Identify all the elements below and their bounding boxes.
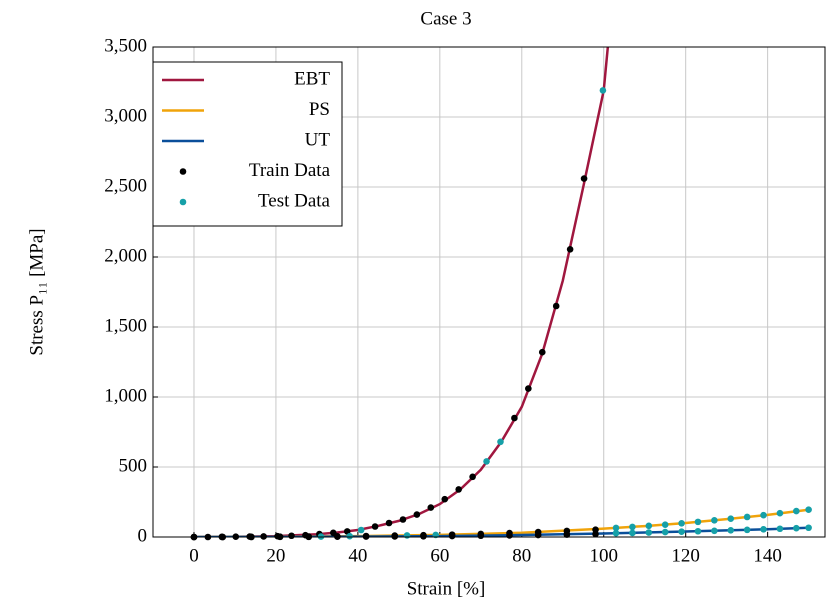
data-point	[525, 385, 532, 392]
data-point	[592, 530, 599, 538]
data-point	[403, 532, 411, 539]
data-point	[427, 504, 435, 511]
data-point	[357, 526, 365, 534]
x-tick-label: 80	[512, 545, 531, 566]
data-point	[645, 522, 653, 530]
data-point	[629, 523, 636, 531]
x-tick-label: 60	[430, 545, 449, 566]
data-point	[612, 524, 620, 532]
data-point	[805, 524, 812, 532]
data-point	[346, 532, 353, 540]
legend-dot	[179, 198, 187, 206]
data-point	[506, 532, 513, 539]
data-point	[711, 517, 718, 524]
data-point	[455, 486, 462, 493]
data-point	[420, 533, 427, 540]
data-point	[645, 529, 653, 536]
chart-title: Case 3	[420, 8, 471, 29]
data-point	[711, 527, 718, 535]
data-point	[260, 533, 267, 540]
y-tick-label: 500	[119, 455, 148, 476]
y-tick-label: 0	[138, 525, 148, 546]
y-tick-label: 1,000	[104, 385, 147, 406]
data-point	[385, 519, 393, 527]
data-point	[612, 529, 620, 537]
data-point	[760, 511, 767, 519]
data-point	[448, 532, 456, 540]
x-tick-label: 20	[266, 545, 285, 566]
data-point	[743, 526, 751, 534]
data-point	[371, 523, 379, 530]
data-point	[441, 495, 449, 503]
x-tick-label: 0	[189, 545, 199, 566]
data-point	[776, 525, 784, 533]
data-point	[743, 513, 751, 521]
x-axis-label: Strain [%]	[407, 578, 486, 599]
legend-label: UT	[305, 129, 331, 150]
y-tick-label: 3,500	[104, 35, 147, 56]
data-point	[566, 246, 574, 253]
data-point	[497, 438, 504, 446]
data-point	[694, 527, 702, 535]
y-tick-label: 1,500	[104, 315, 147, 336]
x-tick-label: 120	[671, 545, 700, 566]
x-tick-label: 40	[348, 545, 367, 566]
legend-label: Test Data	[258, 190, 331, 211]
plot-frame	[152, 46, 826, 538]
legend-label: EBT	[294, 68, 330, 89]
data-point	[288, 532, 295, 540]
data-point	[552, 302, 560, 310]
data-point	[563, 531, 571, 538]
x-tick-label: 100	[589, 545, 618, 566]
data-point	[694, 518, 702, 526]
data-point	[391, 533, 399, 540]
data-point	[776, 509, 784, 517]
y-tick-label: 3,000	[104, 105, 147, 126]
data-point	[760, 526, 767, 533]
data-point	[483, 458, 490, 465]
y-tick-label: 2,500	[104, 175, 147, 196]
data-point	[580, 175, 588, 182]
legend-label: Train Data	[249, 160, 331, 181]
y-tick-label: 2,000	[104, 245, 147, 266]
data-point	[477, 532, 485, 540]
data-point	[678, 519, 685, 527]
data-point	[511, 414, 518, 422]
data-point	[793, 524, 800, 532]
legend-box	[152, 61, 343, 227]
data-point	[805, 506, 812, 513]
data-point	[661, 521, 669, 528]
data-point	[399, 516, 407, 523]
data-point	[727, 515, 735, 522]
legend-dot	[179, 168, 187, 175]
data-point	[413, 511, 421, 518]
data-point	[629, 529, 636, 537]
data-point	[538, 348, 546, 356]
data-point	[469, 473, 476, 481]
x-tick-label: 140	[753, 545, 782, 566]
y-axis-label: Stress P₁₁ [MPa]	[26, 228, 47, 355]
data-point	[727, 526, 735, 534]
legend-label: PS	[309, 99, 330, 120]
data-point	[793, 507, 800, 515]
data-point	[599, 87, 607, 94]
data-point	[661, 528, 669, 536]
data-point	[678, 528, 685, 535]
